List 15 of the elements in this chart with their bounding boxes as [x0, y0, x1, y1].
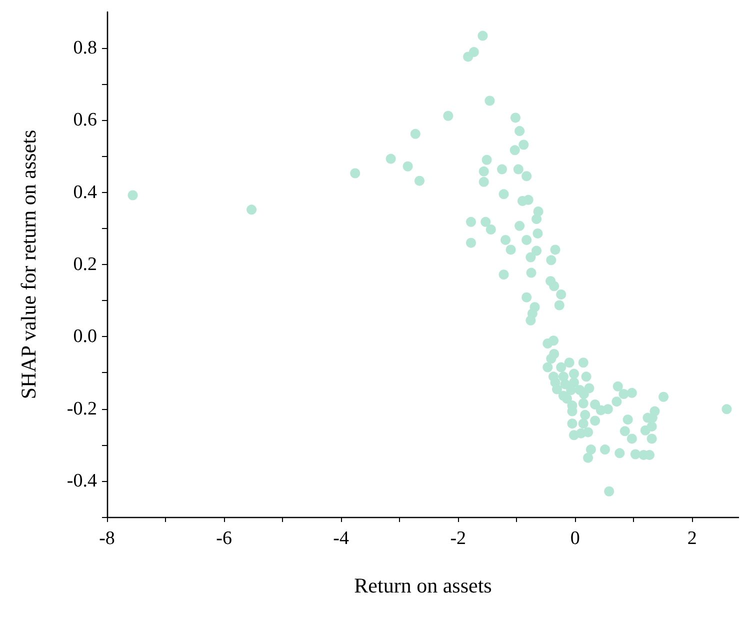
- y-tick-label: 0.2: [73, 254, 97, 275]
- y-tick-label: 0.6: [73, 110, 97, 131]
- x-tick-label: -6: [216, 528, 232, 549]
- x-axis-title: Return on assets: [354, 574, 492, 598]
- y-tick-label: 0.0: [73, 326, 97, 348]
- y-axis-title: SHAP value for return on assets: [16, 130, 40, 400]
- y-tick-label: -0.4: [66, 470, 98, 492]
- x-tick-label: -2: [450, 528, 466, 549]
- x-tick-label: 0: [570, 528, 580, 549]
- x-tick-label: -8: [99, 528, 115, 549]
- y-tick-label: 0.4: [73, 182, 98, 203]
- x-tick-label: 2: [687, 528, 697, 549]
- y-tick-label: 0.8: [73, 38, 97, 59]
- x-tick-label: -4: [333, 528, 350, 549]
- y-tick-label: -0.2: [66, 398, 97, 420]
